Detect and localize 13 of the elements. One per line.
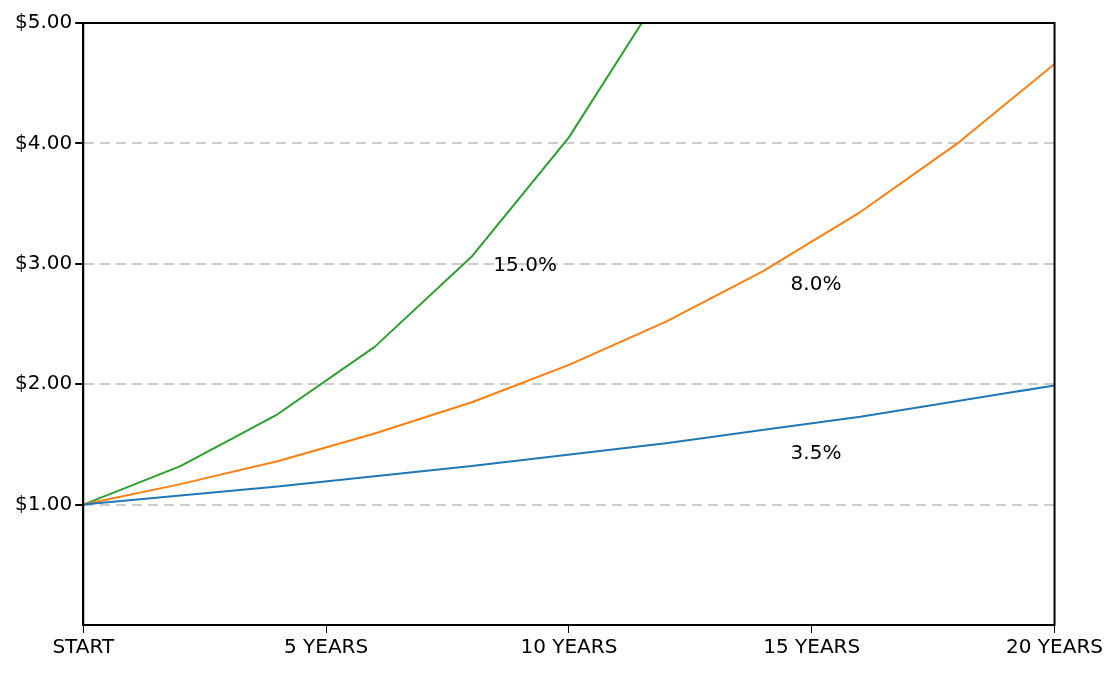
- x-tick-label: 5 YEARS: [283, 634, 369, 659]
- y-tick-label: $3.00: [14, 250, 73, 274]
- series-label: 8.0%: [790, 271, 842, 296]
- series-label: 3.5%: [790, 439, 842, 464]
- x-tick-label: START: [52, 634, 115, 659]
- x-tick-label: 15 YEARS: [763, 634, 861, 659]
- y-tick-label: $2.00: [14, 370, 73, 395]
- y-tick-label: $5.00: [14, 9, 73, 34]
- x-tick-label: 20 YEARS: [1006, 634, 1103, 659]
- series-label: 15.0%: [493, 252, 557, 277]
- y-tick-label: $1.00: [14, 490, 73, 515]
- x-tick-label: 10 YEARS: [520, 634, 618, 659]
- y-tick-label: $4.00: [14, 129, 73, 154]
